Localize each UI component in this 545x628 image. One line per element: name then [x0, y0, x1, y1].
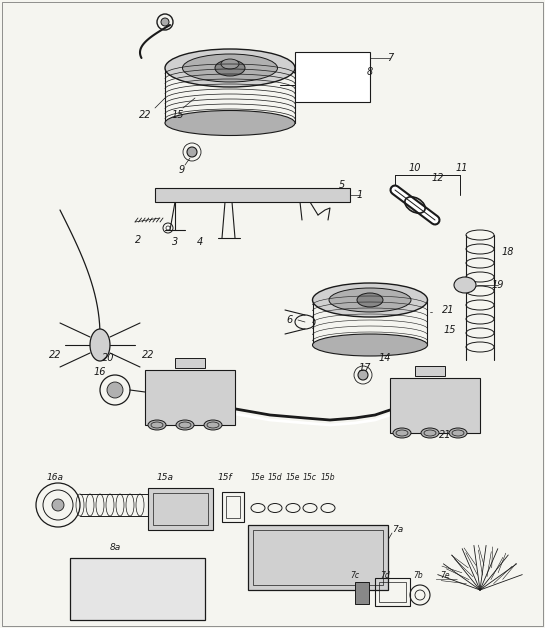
Text: 15: 15 — [444, 325, 456, 335]
Text: 3: 3 — [172, 237, 178, 247]
Bar — [390, 378, 480, 433]
Bar — [148, 488, 213, 530]
Text: 7b: 7b — [413, 571, 423, 580]
Bar — [226, 496, 240, 518]
Bar — [155, 188, 350, 202]
Ellipse shape — [329, 288, 411, 312]
Text: 17: 17 — [359, 363, 371, 373]
Text: 7: 7 — [387, 53, 393, 63]
Text: 2: 2 — [135, 235, 141, 245]
Ellipse shape — [454, 277, 476, 293]
Text: 21: 21 — [442, 305, 454, 315]
Ellipse shape — [165, 111, 295, 136]
Bar — [175, 358, 205, 368]
Text: 8: 8 — [367, 67, 373, 77]
Text: 12: 12 — [432, 173, 444, 183]
Text: 15d: 15d — [268, 474, 282, 482]
Bar — [145, 370, 235, 425]
Bar — [248, 525, 388, 590]
Bar — [379, 582, 406, 602]
Text: 5: 5 — [339, 180, 345, 190]
Text: 16: 16 — [94, 367, 106, 377]
Ellipse shape — [165, 49, 295, 87]
Text: 4: 4 — [197, 237, 203, 247]
Circle shape — [52, 499, 64, 511]
Text: 20: 20 — [102, 353, 114, 363]
Text: 7a: 7a — [392, 526, 404, 534]
Ellipse shape — [221, 59, 239, 69]
Text: 9: 9 — [179, 165, 185, 175]
Text: 11: 11 — [456, 163, 468, 173]
Text: 8a: 8a — [110, 543, 120, 553]
Text: 14: 14 — [379, 353, 391, 363]
Text: 15f: 15f — [217, 474, 232, 482]
Ellipse shape — [421, 428, 439, 438]
Text: 22: 22 — [49, 350, 61, 360]
Bar — [415, 366, 445, 376]
Text: 21: 21 — [439, 430, 451, 440]
Ellipse shape — [215, 60, 245, 76]
Circle shape — [107, 382, 123, 398]
Text: 15e: 15e — [251, 474, 265, 482]
Text: 15b: 15b — [320, 474, 335, 482]
Text: 15a: 15a — [156, 474, 173, 482]
Ellipse shape — [312, 283, 427, 317]
Circle shape — [161, 18, 169, 26]
Ellipse shape — [148, 420, 166, 430]
Bar — [253, 530, 383, 585]
Bar — [355, 582, 369, 604]
Bar — [70, 558, 205, 620]
Circle shape — [187, 147, 197, 157]
Text: 7e: 7e — [440, 571, 450, 580]
Ellipse shape — [90, 329, 110, 361]
Circle shape — [166, 226, 170, 230]
Text: 18: 18 — [502, 247, 514, 257]
Text: 22: 22 — [142, 350, 154, 360]
Text: 7d: 7d — [380, 571, 390, 580]
Bar — [375, 578, 410, 606]
Text: 6: 6 — [287, 315, 293, 325]
Circle shape — [358, 370, 368, 380]
Ellipse shape — [312, 334, 427, 356]
Ellipse shape — [183, 54, 277, 82]
Text: 19: 19 — [492, 280, 504, 290]
Ellipse shape — [449, 428, 467, 438]
Text: 10: 10 — [409, 163, 421, 173]
Bar — [295, 52, 370, 102]
Text: 15c: 15c — [303, 474, 317, 482]
Text: 15e: 15e — [286, 474, 300, 482]
Text: 1: 1 — [357, 190, 363, 200]
Text: 16a: 16a — [46, 474, 64, 482]
Ellipse shape — [357, 293, 383, 307]
Text: 7c: 7c — [350, 571, 360, 580]
Ellipse shape — [393, 428, 411, 438]
Bar — [222, 492, 244, 522]
Text: 22: 22 — [139, 110, 152, 120]
Ellipse shape — [204, 420, 222, 430]
Bar — [153, 493, 208, 525]
Ellipse shape — [176, 420, 194, 430]
Text: 15: 15 — [172, 110, 184, 120]
